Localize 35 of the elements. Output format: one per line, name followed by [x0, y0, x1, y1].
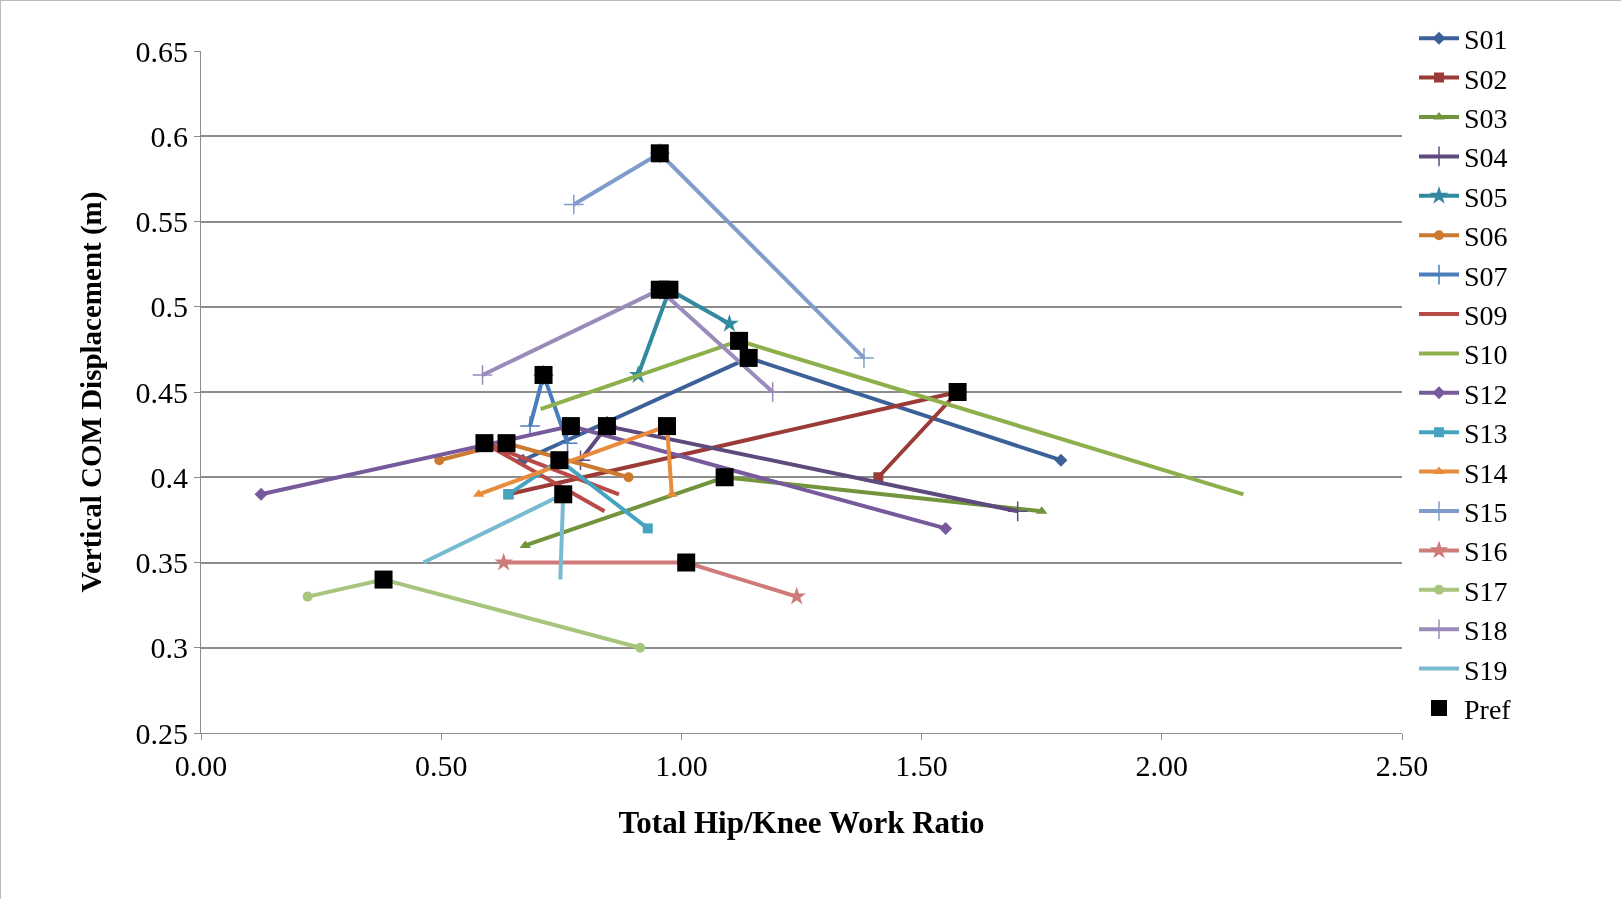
legend-label: S18	[1464, 615, 1508, 647]
legend-label: S03	[1464, 102, 1508, 134]
legend-label: S17	[1464, 575, 1508, 607]
y-tick-label: 0.4	[150, 460, 188, 494]
legend-label: S12	[1464, 378, 1508, 410]
legend-label: S01	[1464, 24, 1508, 56]
legend-label: S10	[1464, 339, 1508, 371]
y-tick-label: 0.45	[135, 375, 188, 409]
legend-label: S02	[1464, 63, 1508, 95]
x-tick-label: 1.50	[895, 749, 948, 782]
legend-label: S15	[1464, 496, 1508, 528]
y-tick-label: 0.3	[150, 631, 188, 665]
x-tick-label: 2.50	[1375, 749, 1429, 782]
y-tick-label: 0.6	[150, 119, 188, 153]
x-tick-label: 1.00	[655, 749, 708, 782]
y-tick-label: 0.55	[135, 205, 188, 238]
y-tick-label: 0.25	[135, 716, 188, 750]
legend-label: S13	[1464, 418, 1508, 450]
x-tick-label: 2.00	[1135, 749, 1189, 782]
x-axis-title: Total Hip/Knee Work Ratio	[618, 805, 985, 841]
legend-label: S14	[1464, 457, 1508, 489]
legend-label: S07	[1464, 260, 1508, 292]
legend-label: S05	[1464, 181, 1508, 213]
legend-label: S16	[1464, 536, 1508, 568]
y-tick-label: 0.5	[150, 290, 188, 324]
legend-label: S06	[1464, 221, 1508, 253]
y-axis-title: Vertical COM Displacement (m)	[74, 191, 108, 593]
legend-label: S09	[1464, 299, 1508, 331]
legend-label: S19	[1464, 654, 1508, 686]
legend-label: S04	[1464, 142, 1508, 174]
y-tick-label: 0.65	[135, 34, 188, 68]
x-tick-label: 0.00	[174, 749, 228, 782]
x-tick-label: 0.50	[414, 749, 468, 782]
legend-label: Pref	[1464, 693, 1512, 725]
y-tick-label: 0.35	[135, 546, 188, 579]
